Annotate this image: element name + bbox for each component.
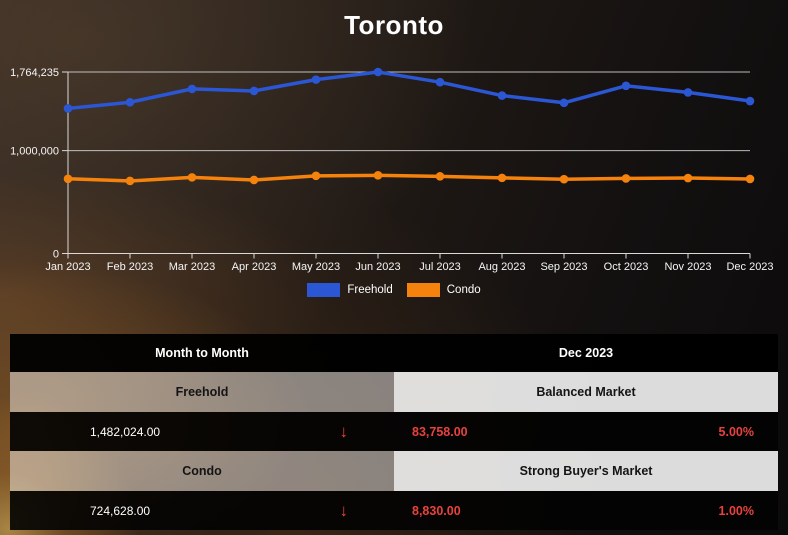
condo-data-point[interactable] <box>249 175 259 185</box>
y-axis-label: 1,764,235 <box>10 67 59 79</box>
x-axis-label: Sep 2023 <box>540 261 587 273</box>
x-axis-label: May 2023 <box>292 261 340 273</box>
condo-data-point[interactable] <box>497 173 507 183</box>
page-title: Toronto <box>344 10 444 40</box>
condo-data-point[interactable] <box>63 174 73 184</box>
freehold-data-point[interactable] <box>373 67 383 77</box>
freehold-data-point[interactable] <box>63 104 73 113</box>
freehold-change-percent: 5.00% <box>718 424 754 439</box>
x-axis-label: Mar 2023 <box>169 261 215 273</box>
header-month-to-month: Month to Month <box>155 346 249 360</box>
x-axis-label: Oct 2023 <box>604 261 649 273</box>
x-axis-label: Nov 2023 <box>664 261 711 273</box>
table-header-row: Month to Month Dec 2023 <box>10 334 778 372</box>
legend-item-freehold[interactable]: Freehold <box>307 283 393 297</box>
freehold-legend-label: Freehold <box>347 284 393 296</box>
freehold-change-amount: 83,758.00 <box>412 424 468 439</box>
condo-data-point[interactable] <box>373 171 383 180</box>
freehold-band-row: Freehold Balanced Market <box>10 372 778 412</box>
x-axis-label: Jun 2023 <box>355 261 400 273</box>
condo-change-percent: 1.00% <box>718 503 754 518</box>
freehold-value-row: 1,482,024.00 ↓ 83,758.00 5.00% <box>10 412 778 451</box>
header-current-month: Dec 2023 <box>558 346 614 360</box>
market-summary-table: Month to Month Dec 2023 Freehold Balance… <box>10 334 778 530</box>
freehold-data-point[interactable] <box>683 88 693 97</box>
freehold-data-point[interactable] <box>435 77 445 87</box>
freehold-line <box>66 70 752 111</box>
condo-band-row: Condo Strong Buyer's Market <box>10 451 778 491</box>
condo-data-point[interactable] <box>683 173 693 183</box>
condo-data-point[interactable] <box>187 173 197 182</box>
freehold-price-value: 1,482,024.00 <box>90 424 161 439</box>
x-axis-label: Feb 2023 <box>107 261 153 273</box>
x-axis-label: Dec 2023 <box>726 261 773 273</box>
x-axis-label: Apr 2023 <box>232 261 277 273</box>
condo-value-row: 724,628.00 ↓ 8,830.00 1.00% <box>10 491 778 530</box>
price-trend-chart: 0 1,000,000 1,764,235 Jan 2023 Feb 2023 Mar 2… <box>10 67 773 273</box>
condo-data-point[interactable] <box>125 176 135 186</box>
condo-legend-label: Condo <box>446 284 481 296</box>
condo-data-point[interactable] <box>559 174 569 184</box>
freehold-data-point[interactable] <box>497 91 507 100</box>
freehold-data-point[interactable] <box>249 86 259 96</box>
condo-line <box>66 173 752 183</box>
freehold-data-point[interactable] <box>621 81 631 91</box>
condo-market-status: Strong Buyer's Market <box>394 451 778 491</box>
y-axis-label: 0 <box>53 249 59 261</box>
legend-item-condo[interactable]: Condo <box>406 283 481 297</box>
condo-data-point[interactable] <box>745 174 755 184</box>
freehold-data-point[interactable] <box>187 84 197 94</box>
down-arrow-icon: ↓ <box>339 501 349 520</box>
condo-data-point[interactable] <box>621 174 631 183</box>
condo-change-amount: 8,830.00 <box>412 503 461 518</box>
freehold-data-point[interactable] <box>125 97 135 107</box>
x-axis-label: Aug 2023 <box>478 261 525 273</box>
y-axis-label: 1,000,000 <box>10 146 59 158</box>
freehold-data-point[interactable] <box>745 96 755 106</box>
condo-data-point[interactable] <box>311 171 321 181</box>
x-axis-label: Jul 2023 <box>419 261 461 273</box>
freehold-data-point[interactable] <box>559 98 569 108</box>
x-axis-label: Jan 2023 <box>45 261 90 273</box>
chart-legend: Freehold Condo <box>0 283 788 297</box>
freehold-legend-swatch <box>307 283 341 297</box>
condo-band-label: Condo <box>10 451 394 491</box>
freehold-market-status: Balanced Market <box>394 372 778 412</box>
freehold-data-point[interactable] <box>311 75 321 84</box>
condo-data-point[interactable] <box>435 172 445 181</box>
condo-legend-swatch <box>406 283 440 297</box>
down-arrow-icon: ↓ <box>339 422 349 441</box>
condo-price-value: 724,628.00 <box>90 503 151 518</box>
freehold-band-label: Freehold <box>10 372 394 412</box>
